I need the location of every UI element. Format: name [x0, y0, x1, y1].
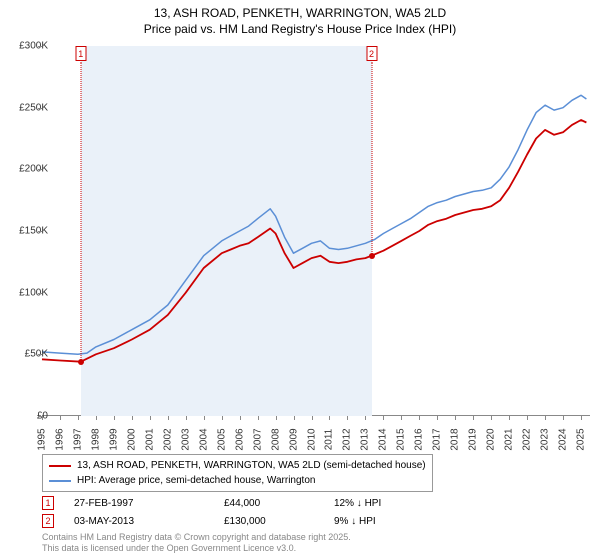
x-axis-label: 2018 [450, 425, 461, 455]
title-line1: 13, ASH ROAD, PENKETH, WARRINGTON, WA5 2… [0, 6, 600, 22]
x-axis-label: 2006 [234, 425, 245, 455]
transaction-pct-vs-hpi: 9% ↓ HPI [334, 516, 434, 527]
legend-swatch [49, 465, 71, 467]
event-marker-line [371, 62, 372, 256]
x-axis-label: 2012 [342, 425, 353, 455]
x-axis-label: 2024 [558, 425, 569, 455]
legend-label: HPI: Average price, semi-detached house,… [77, 473, 315, 488]
transaction-marker-num: 2 [42, 514, 54, 528]
x-axis-label: 1995 [37, 425, 48, 455]
x-axis-label: 2023 [540, 425, 551, 455]
x-axis-label: 2013 [360, 425, 371, 455]
plot-area: 12 [42, 46, 590, 416]
x-axis-label: 2019 [468, 425, 479, 455]
transaction-row: 1 27-FEB-1997£44,00012% ↓ HPI [42, 494, 434, 512]
transaction-pct-vs-hpi: 12% ↓ HPI [334, 498, 434, 509]
event-marker-line [80, 62, 81, 362]
transaction-row: 2 03-MAY-2013£130,0009% ↓ HPI [42, 512, 434, 530]
event-dot-2 [369, 253, 375, 259]
legend: 13, ASH ROAD, PENKETH, WARRINGTON, WA5 2… [42, 454, 433, 492]
x-axis-label: 2015 [396, 425, 407, 455]
title-line2: Price paid vs. HM Land Registry's House … [0, 22, 600, 38]
x-axis-label: 2008 [270, 425, 281, 455]
footer-line2: This data is licensed under the Open Gov… [42, 543, 351, 554]
event-dot-1 [78, 359, 84, 365]
x-axis-label: 2004 [198, 425, 209, 455]
x-axis-label: 2005 [216, 425, 227, 455]
chart-container: 13, ASH ROAD, PENKETH, WARRINGTON, WA5 2… [0, 0, 600, 560]
legend-item: HPI: Average price, semi-detached house,… [49, 473, 426, 488]
legend-label: 13, ASH ROAD, PENKETH, WARRINGTON, WA5 2… [77, 458, 426, 473]
x-axis-label: 2003 [180, 425, 191, 455]
x-axis-label: 2001 [144, 425, 155, 455]
legend-swatch [49, 480, 71, 482]
x-axis-label: 2007 [252, 425, 263, 455]
footer-line1: Contains HM Land Registry data © Crown c… [42, 532, 351, 543]
series-price_paid [42, 120, 586, 362]
x-axis-label: 2010 [306, 425, 317, 455]
event-marker-1: 1 [75, 46, 86, 61]
x-axis-label: 1997 [72, 425, 83, 455]
chart-title: 13, ASH ROAD, PENKETH, WARRINGTON, WA5 2… [0, 0, 600, 37]
x-axis-label: 2009 [288, 425, 299, 455]
transaction-price: £130,000 [224, 516, 334, 527]
transaction-price: £44,000 [224, 498, 334, 509]
x-axis-label: 1998 [90, 425, 101, 455]
transaction-date: 03-MAY-2013 [74, 516, 224, 527]
x-axis-label: 2020 [486, 425, 497, 455]
series-hpi [42, 95, 586, 354]
x-axis-label: 2017 [432, 425, 443, 455]
x-axis-label: 2011 [324, 425, 335, 455]
x-axis-label: 2016 [414, 425, 425, 455]
x-axis-label: 2002 [162, 425, 173, 455]
footer-attribution: Contains HM Land Registry data © Crown c… [42, 532, 351, 554]
x-axis-label: 1996 [54, 425, 65, 455]
event-marker-2: 2 [366, 46, 377, 61]
chart-svg [42, 46, 590, 416]
x-axis-label: 2021 [504, 425, 515, 455]
x-axis-label: 2000 [126, 425, 137, 455]
transaction-date: 27-FEB-1997 [74, 498, 224, 509]
x-axis-label: 2025 [576, 425, 587, 455]
transaction-table: 1 27-FEB-1997£44,00012% ↓ HPI 2 03-MAY-2013… [42, 494, 434, 530]
x-axis-label: 1999 [108, 425, 119, 455]
x-axis-label: 2022 [522, 425, 533, 455]
x-axis-label: 2014 [378, 425, 389, 455]
legend-item: 13, ASH ROAD, PENKETH, WARRINGTON, WA5 2… [49, 458, 426, 473]
transaction-marker-num: 1 [42, 496, 54, 510]
